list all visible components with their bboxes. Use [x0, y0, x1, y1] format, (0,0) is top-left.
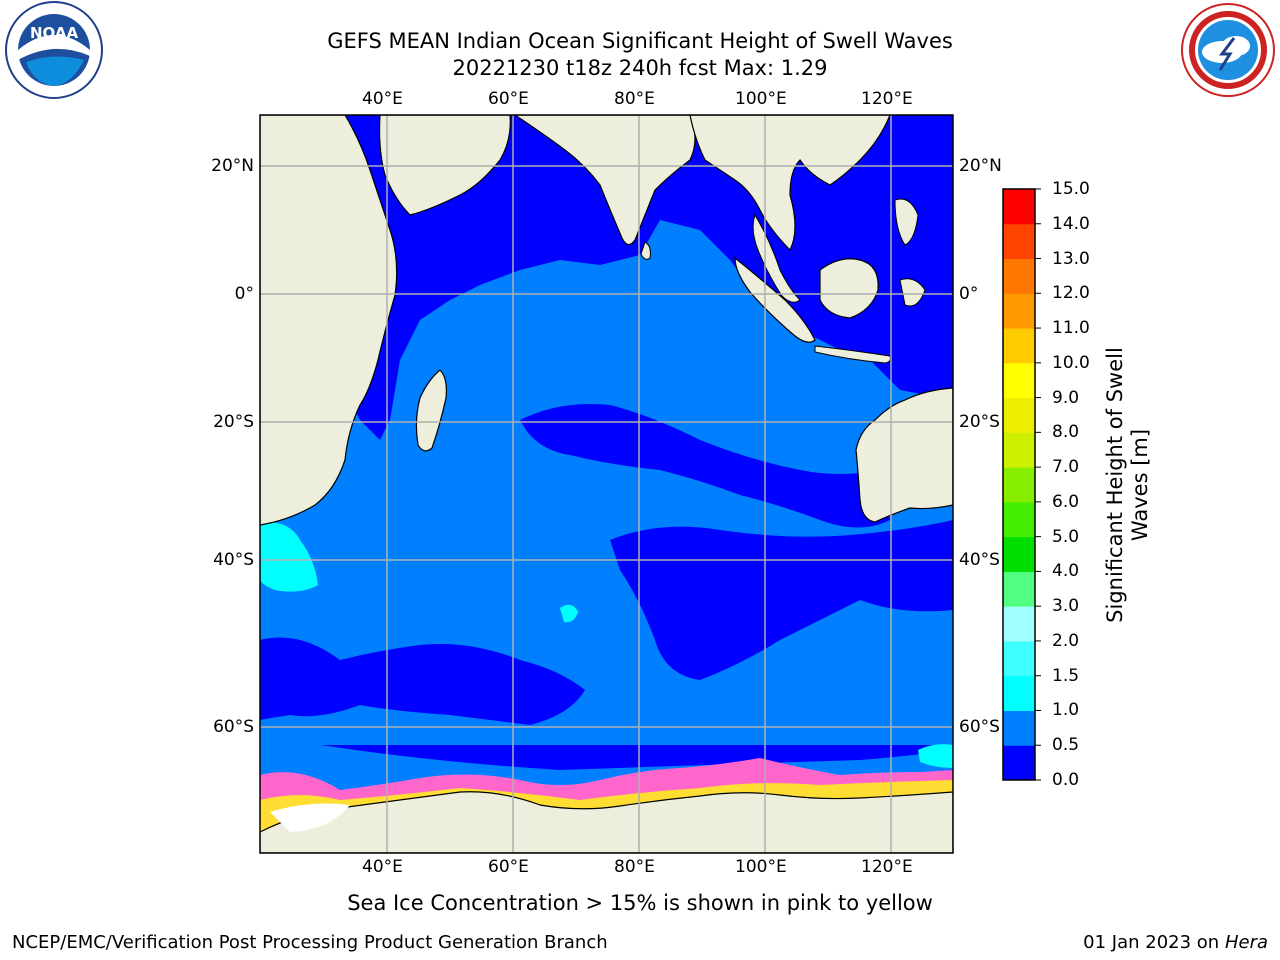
swell-band-0-05-mid [520, 404, 890, 528]
colorbar-tick-label: 0.5 [1052, 735, 1080, 756]
lat-tick-left: 20°N [211, 156, 254, 176]
colorbar-tick-label: 12.0 [1052, 283, 1090, 304]
colorbar-tick-label: 3.0 [1052, 596, 1080, 617]
footer-credit: NCEP/EMC/Verification Post Processing Pr… [12, 932, 608, 953]
colorbar-swatch [1003, 293, 1035, 329]
colorbar-swatch [1003, 640, 1035, 677]
lon-tick-top: 80°E [614, 89, 655, 109]
colorbar-tick-label: 2.0 [1052, 630, 1080, 651]
lon-tick-top: 60°E [488, 89, 529, 109]
footer-machine: Hera [1224, 932, 1268, 953]
colorbar-tick-label: 7.0 [1052, 457, 1080, 478]
lat-tick-left: 60°S [213, 717, 254, 737]
colorbar-swatch [1003, 258, 1035, 294]
colorbar-tick-label: 10.0 [1052, 352, 1090, 373]
colorbar-tick-label: 1.5 [1052, 665, 1080, 686]
nws-logo [1181, 3, 1275, 97]
colorbar-swatch [1003, 189, 1035, 225]
map-plot-area [260, 115, 953, 853]
lon-tick-bottom: 60°E [488, 857, 529, 877]
noaa-logo-text: NOAA [30, 24, 79, 42]
colorbar-swatch [1003, 362, 1035, 399]
map-subtitle: 20221230 t18z 240h fcst Max: 1.29 [452, 56, 828, 80]
sri-lanka-landmass [640, 241, 651, 260]
lat-tick-right: 20°N [959, 156, 1002, 176]
java-landmass [814, 345, 891, 364]
colorbar-swatch [1003, 223, 1035, 260]
colorbar-swatch [1003, 536, 1035, 572]
colorbar-tick-label: 5.0 [1052, 526, 1080, 547]
sulawesi-landmass [899, 278, 926, 307]
colorbar-tick-label: 8.0 [1052, 422, 1080, 443]
madagascar-landmass [415, 369, 447, 452]
colorbar-swatch [1003, 675, 1035, 711]
map-frame [259, 114, 954, 854]
map-gridlines [260, 115, 953, 853]
antarctica-landmass [260, 791, 953, 853]
colorbar-tick-label: 4.0 [1052, 561, 1080, 582]
colorbar-label-line2: Waves [m] [1128, 428, 1152, 542]
lat-tick-left: 20°S [213, 412, 254, 432]
lon-tick-bottom: 100°E [735, 857, 787, 877]
borneo-landmass [819, 258, 879, 319]
colorbar-swatch [1003, 745, 1035, 781]
lon-tick-bottom: 80°E [614, 857, 655, 877]
lon-tick-top: 40°E [362, 89, 403, 109]
colorbar-tick-label: 9.0 [1052, 387, 1080, 408]
indochina-landmass [689, 115, 891, 252]
colorbar-swatch [1003, 606, 1035, 642]
map-title: GEFS MEAN Indian Ocean Significant Heigh… [327, 29, 953, 53]
colorbar-tick-label: 1.0 [1052, 700, 1080, 721]
colorbar-tick-label: 11.0 [1052, 318, 1090, 339]
footer-date-text: 01 Jan 2023 on [1083, 932, 1225, 953]
swell-band-10-15-southeast [918, 744, 953, 768]
lon-tick-bottom: 120°E [861, 857, 913, 877]
lat-tick-right: 60°S [959, 717, 1000, 737]
colorbar-tick-label: 0.0 [1052, 770, 1080, 790]
swell-band-0-05-south [260, 637, 585, 725]
lon-tick-top: 100°E [735, 89, 787, 109]
colorbar-swatch [1003, 501, 1035, 538]
colorbar-swatch [1003, 397, 1035, 433]
philippines-landmass [894, 198, 919, 246]
lat-tick-right: 0° [959, 284, 979, 304]
footer-date: 01 Jan 2023 on Hera [1083, 932, 1268, 953]
swell-band-10-15-west [260, 521, 318, 592]
lon-tick-bottom: 40°E [362, 857, 403, 877]
swell-band-10-15-kerguelen [560, 604, 578, 623]
sea-ice-caption: Sea Ice Concentration > 15% is shown in … [347, 891, 933, 915]
india-landmass [513, 115, 696, 246]
colorbar [1002, 188, 1041, 781]
lon-tick-top: 120°E [861, 89, 913, 109]
lat-tick-right: 40°S [959, 550, 1000, 570]
colorbar-swatch [1003, 710, 1035, 746]
colorbar-tick-label: 13.0 [1052, 248, 1090, 269]
colorbar-label-line1: Significant Height of Swell [1103, 347, 1127, 623]
colorbar-swatch [1003, 328, 1035, 364]
lat-tick-left: 0° [234, 284, 254, 304]
noaa-logo: NOAA [5, 1, 103, 99]
ice-shelf-west [270, 803, 350, 832]
colorbar-swatch [1003, 467, 1035, 503]
lat-tick-left: 40°S [213, 550, 254, 570]
colorbar-swatch [1003, 571, 1035, 607]
arabia-landmass [378, 115, 511, 216]
lat-tick-right: 20°S [959, 412, 1000, 432]
colorbar-tick-label: 15.0 [1052, 179, 1090, 199]
colorbar-swatch [1003, 432, 1035, 468]
colorbar-tick-label: 14.0 [1052, 213, 1090, 234]
sumatra-landmass [734, 256, 816, 343]
colorbar-tick-label: 6.0 [1052, 491, 1080, 512]
